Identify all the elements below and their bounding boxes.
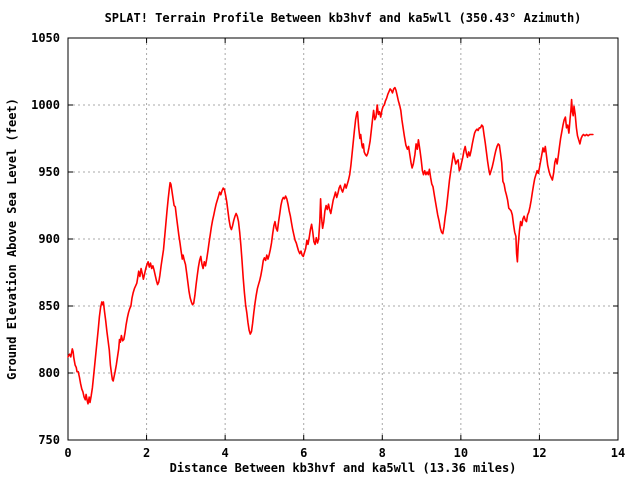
y-tick-label: 900: [38, 232, 60, 246]
y-tick-label: 1050: [31, 31, 60, 45]
y-axis-label: Ground Elevation Above Sea Level (feet): [5, 98, 19, 380]
grid-lines: [68, 38, 618, 440]
x-tick-label: 6: [300, 446, 307, 460]
y-axis-tick-labels: 750 800 850 900 950 1000 1050: [31, 31, 60, 447]
x-tick-label: 0: [64, 446, 71, 460]
axis-tick-marks: [67, 37, 619, 441]
y-tick-label: 750: [38, 433, 60, 447]
chart-title: SPLAT! Terrain Profile Between kb3hvf an…: [105, 11, 582, 25]
x-axis-tick-labels: 0 2 4 6 8 10 12 14: [64, 446, 625, 460]
x-tick-label: 14: [611, 446, 625, 460]
y-tick-label: 800: [38, 366, 60, 380]
y-tick-label: 850: [38, 299, 60, 313]
y-tick-label: 950: [38, 165, 60, 179]
x-axis-label: Distance Between kb3hvf and ka5wll (13.3…: [170, 461, 517, 475]
x-tick-label: 4: [222, 446, 229, 460]
x-tick-label: 12: [532, 446, 546, 460]
terrain-elevation-line: [67, 86, 594, 405]
x-tick-label: 10: [454, 446, 468, 460]
x-tick-label: 8: [379, 446, 386, 460]
y-tick-label: 1000: [31, 98, 60, 112]
terrain-elevation-profile: [67, 86, 594, 405]
x-tick-label: 2: [143, 446, 150, 460]
